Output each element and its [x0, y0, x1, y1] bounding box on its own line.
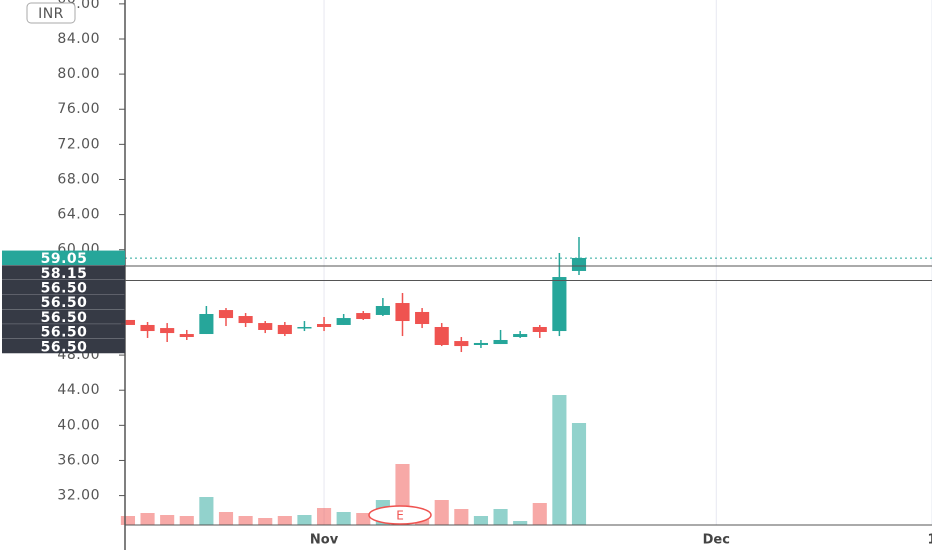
candle-body [297, 326, 312, 329]
candle-body [532, 326, 547, 332]
volume-bar [120, 516, 136, 525]
y-tick-label: 32.00 [57, 488, 100, 504]
candle-body [218, 310, 234, 319]
volume-bar [571, 423, 587, 525]
currency-label: INR [38, 6, 64, 22]
volume-bar [454, 509, 469, 525]
y-tick-label: 36.00 [57, 452, 100, 468]
volume-bar [552, 395, 567, 525]
y-tick-label: 84.00 [57, 31, 100, 47]
candle-body [454, 341, 469, 347]
x-tick-label: Dec [703, 533, 730, 548]
candle-body [316, 324, 332, 327]
volume-bar [238, 516, 253, 525]
event-marker-label: E [396, 509, 404, 523]
candle-body [434, 326, 449, 345]
volume-bar [218, 512, 234, 525]
y-tick-label: 44.00 [57, 382, 100, 398]
candle-body [513, 334, 528, 338]
price-tag [2, 279, 125, 295]
candle-body [277, 324, 292, 335]
candle-body [160, 328, 175, 334]
y-tick-label: 76.00 [57, 101, 100, 117]
candle-body [120, 319, 136, 325]
volume-bar [140, 513, 155, 525]
volume-bar [532, 503, 547, 525]
volume-bar [199, 497, 214, 525]
price-tag-label: 58.15 [41, 266, 88, 282]
volume-bar [513, 521, 528, 525]
volume-bar [434, 500, 449, 525]
x-tick-label: 1 [927, 533, 932, 548]
candle-body [493, 339, 508, 345]
volume-bar [316, 508, 332, 525]
y-tick-label: 88.00 [57, 0, 100, 12]
price-tag-label: 56.50 [41, 280, 88, 296]
volume-bar [179, 516, 194, 525]
y-tick-label: 68.00 [57, 171, 100, 187]
volume-bar [160, 515, 175, 525]
volume-bar [277, 516, 292, 525]
price-tag [2, 324, 125, 339]
price-tag [2, 338, 125, 354]
candle-body [356, 313, 371, 320]
candle-body [473, 342, 489, 345]
candle-body [395, 303, 410, 322]
candle-body [415, 311, 430, 325]
volume-bar [473, 516, 489, 525]
price-tag [2, 250, 125, 266]
candle-body [375, 306, 390, 315]
candle-body [140, 324, 155, 332]
price-tag-label: 56.50 [41, 339, 88, 355]
volume-bar [258, 518, 273, 525]
volume-bar [297, 515, 312, 525]
price-tag [2, 309, 125, 324]
x-tick-label: Nov [310, 533, 339, 548]
currency-badge [26, 2, 76, 24]
volume-bar [336, 512, 351, 525]
y-tick-label: 40.00 [57, 417, 100, 433]
candle-body [336, 318, 351, 325]
candle-body [571, 257, 587, 271]
price-tag-label: 56.50 [41, 325, 88, 341]
candle-body [199, 313, 214, 335]
y-tick-label: 80.00 [57, 66, 100, 82]
price-tag-label: 56.50 [41, 295, 88, 311]
price-tag-label: 56.50 [41, 310, 88, 326]
price-tag-label: 59.05 [41, 251, 88, 267]
y-tick-label: 64.00 [57, 207, 100, 223]
y-tick-label: 72.00 [57, 136, 100, 152]
event-marker [368, 505, 432, 525]
candle-body [258, 323, 273, 330]
price-tag [2, 294, 125, 310]
volume-bar [493, 509, 508, 525]
volume-bar [356, 513, 371, 525]
candle-body [179, 334, 194, 338]
candle-body [238, 316, 253, 324]
candle-body [552, 277, 567, 332]
price-tag [2, 265, 125, 280]
